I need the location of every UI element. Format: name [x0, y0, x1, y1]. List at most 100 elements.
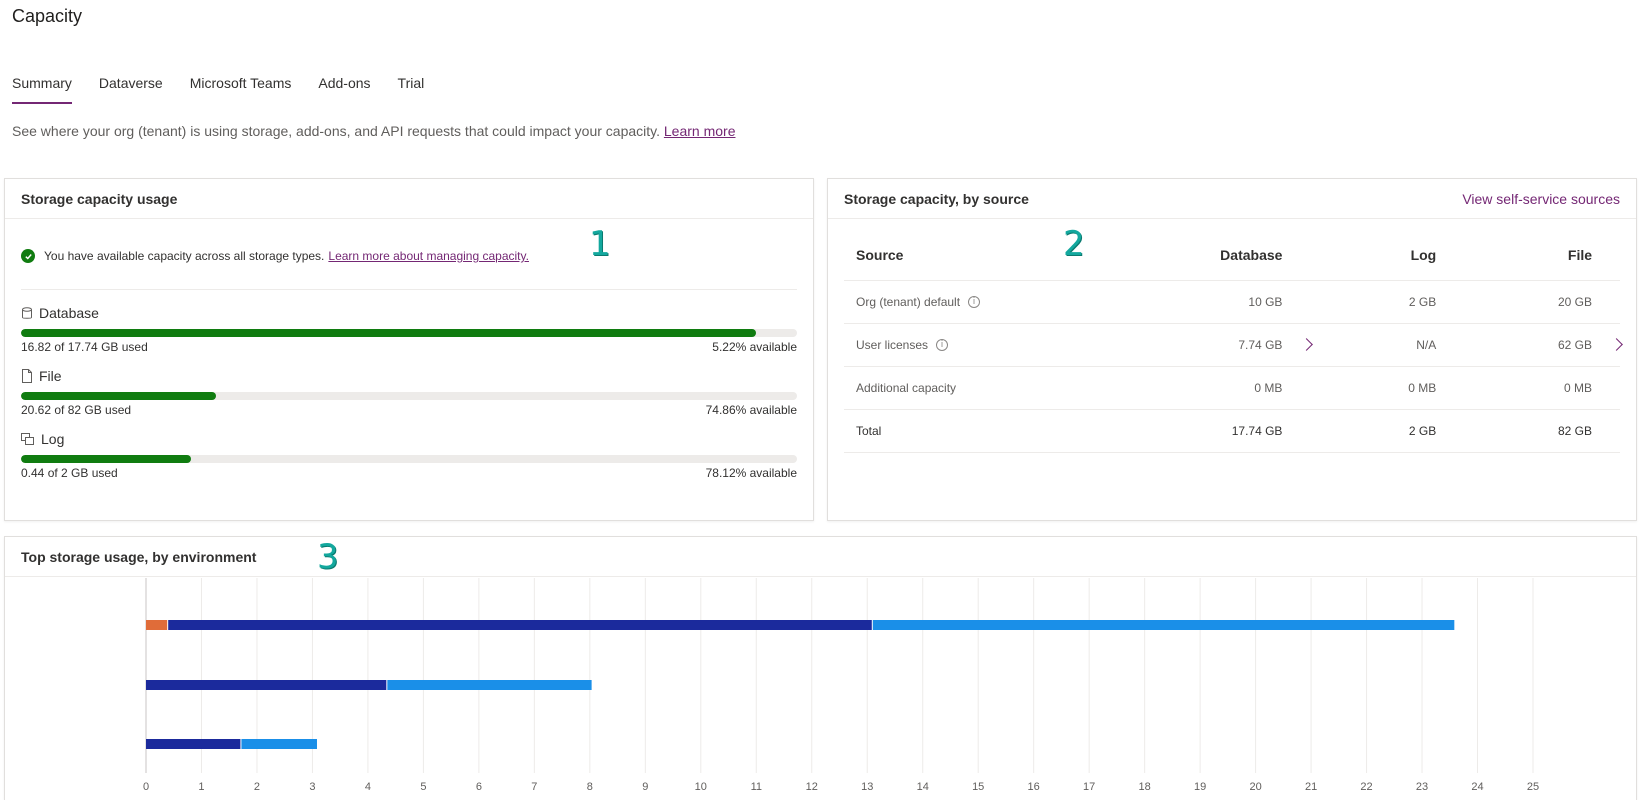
x-tick-label: 16: [1028, 781, 1040, 793]
x-tick-label: 10: [695, 781, 707, 793]
x-tick-label: 8: [587, 781, 593, 793]
bar-segment: [872, 620, 1455, 630]
row-file: 20 GB: [1558, 295, 1593, 309]
x-tick-label: 3: [309, 781, 315, 793]
managing-capacity-link[interactable]: Learn more about managing capacity.: [328, 249, 529, 263]
row-file: 62 GB: [1557, 338, 1593, 352]
card-title: Top storage usage, by environment: [5, 537, 1636, 577]
row-log: 0 MB: [1408, 381, 1437, 395]
database-used: 16.82 of 17.74 GB used: [21, 340, 148, 354]
x-tick-label: 20: [1249, 781, 1261, 793]
x-tick-label: 19: [1194, 781, 1206, 793]
x-tick-label: 9: [642, 781, 648, 793]
x-tick-label: 25: [1527, 781, 1539, 793]
tab-dataverse[interactable]: Dataverse: [98, 75, 163, 91]
card-title: Storage capacity, by source View self-se…: [828, 179, 1636, 219]
x-tick-label: 22: [1360, 781, 1372, 793]
database-icon: [22, 306, 32, 319]
log-progress-bar: [21, 455, 797, 463]
page-title: Capacity: [12, 6, 83, 26]
col-file: File: [1567, 246, 1593, 263]
notice-text: You have available capacity across all s…: [44, 249, 325, 263]
success-check-icon: [21, 249, 35, 263]
file-available: 74.86% available: [705, 403, 797, 417]
database-usage: Database 16.82 of 17.74 GB used 5.22% av…: [21, 303, 797, 365]
file-used: 20.62 of 82 GB used: [21, 403, 132, 417]
storage-capacity-by-source-card: Storage capacity, by source View self-se…: [827, 178, 1637, 521]
annotation-marker: 3: [317, 537, 339, 577]
view-self-service-sources-link[interactable]: View self-service sources: [1462, 191, 1620, 207]
file-usage: File 20.62 of 82 GB used 74.86% availabl…: [21, 366, 797, 428]
info-icon[interactable]: i: [968, 296, 981, 308]
bar-segment: [241, 739, 317, 749]
x-tick-label: 18: [1139, 781, 1151, 793]
tab-trial[interactable]: Trial: [397, 75, 425, 91]
x-tick-label: 12: [806, 781, 818, 793]
row-log: 2 GB: [1408, 424, 1437, 438]
row-database: 7.74 GB: [1238, 338, 1283, 352]
table-row: User licenses i 7.74 GB N/A 62 GB: [844, 324, 1623, 367]
x-tick-label: 17: [1083, 781, 1095, 793]
log-label: Log: [41, 431, 65, 447]
row-file: 0 MB: [1564, 381, 1593, 395]
storage-capacity-usage-card: Storage capacity usage You have availabl…: [4, 178, 814, 521]
database-progress-fill: [21, 329, 757, 337]
x-tick-label: 15: [972, 781, 984, 793]
annotation-marker: 2: [1063, 224, 1085, 264]
row-source: User licenses: [856, 338, 929, 352]
table-header: Source Database Log File: [844, 223, 1620, 281]
row-source: Total: [856, 424, 882, 438]
annotation-marker: 1: [589, 224, 611, 264]
log-used: 0.44 of 2 GB used: [21, 466, 118, 480]
source-table: Source Database Log File Org (tenant) de…: [844, 223, 1623, 453]
x-tick-label: 5: [420, 781, 426, 793]
table-row-total: Total 17.74 GB 2 GB 82 GB: [844, 410, 1620, 453]
file-progress-fill: [21, 392, 217, 400]
log-usage: Log 0.44 of 2 GB used 78.12% available: [21, 429, 797, 491]
bar-segment: [146, 620, 168, 630]
bar-segment: [146, 739, 241, 749]
x-tick-label: 1: [198, 781, 204, 793]
x-tick-label: 7: [531, 781, 537, 793]
tab-add-ons[interactable]: Add-ons: [318, 75, 371, 91]
col-log: Log: [1410, 246, 1437, 263]
file-label: File: [39, 368, 62, 384]
info-icon[interactable]: i: [936, 339, 949, 351]
row-database: 17.74 GB: [1231, 424, 1283, 438]
row-source: Additional capacity: [856, 381, 957, 395]
environment-storage-chart: 0 1 2 3 4 5 6 7 8 9 10 11 12 13 14 15 16 17 18 19 20 21 22 23 24…: [143, 578, 1539, 793]
page-description: See where your org (tenant) is using sto…: [12, 123, 735, 139]
table-row: Additional capacity 0 MB 0 MB 0 MB: [844, 367, 1620, 410]
x-tick-label: 14: [917, 781, 929, 793]
col-source: Source: [856, 246, 904, 263]
row-file: 82 GB: [1558, 424, 1593, 438]
database-progress-bar: [21, 329, 797, 337]
x-tick-label: 0: [143, 781, 149, 793]
chevron-right-icon[interactable]: [1610, 338, 1623, 351]
x-tick-label: 11: [751, 781, 762, 793]
row-source: Org (tenant) default: [856, 295, 961, 309]
log-progress-fill: [21, 455, 191, 463]
log-available: 78.12% available: [705, 466, 797, 480]
capacity-notice: You have available capacity across all s…: [21, 249, 529, 263]
card-title: Storage capacity usage: [5, 179, 813, 219]
x-tick-label: 24: [1471, 781, 1483, 793]
divider: [21, 289, 797, 290]
tab-summary[interactable]: Summary: [12, 70, 72, 104]
row-database: 10 GB: [1248, 295, 1283, 309]
row-log: 2 GB: [1408, 295, 1437, 309]
file-icon: [22, 369, 32, 383]
bar-segment: [387, 680, 592, 690]
x-tick-label: 13: [861, 781, 873, 793]
file-progress-bar: [21, 392, 797, 400]
learn-more-link[interactable]: Learn more: [663, 123, 736, 139]
database-label: Database: [39, 305, 99, 321]
x-tick-label: 21: [1305, 781, 1317, 793]
tab-microsoft-teams[interactable]: Microsoft Teams: [189, 75, 292, 91]
bar-segment: [168, 620, 872, 630]
tab-bar: Summary Dataverse Microsoft Teams Add-on…: [12, 70, 451, 106]
bar-segment: [146, 680, 387, 690]
x-tick-label: 23: [1416, 781, 1428, 793]
table-row: Org (tenant) default i 10 GB 2 GB 20 GB: [844, 281, 1620, 324]
